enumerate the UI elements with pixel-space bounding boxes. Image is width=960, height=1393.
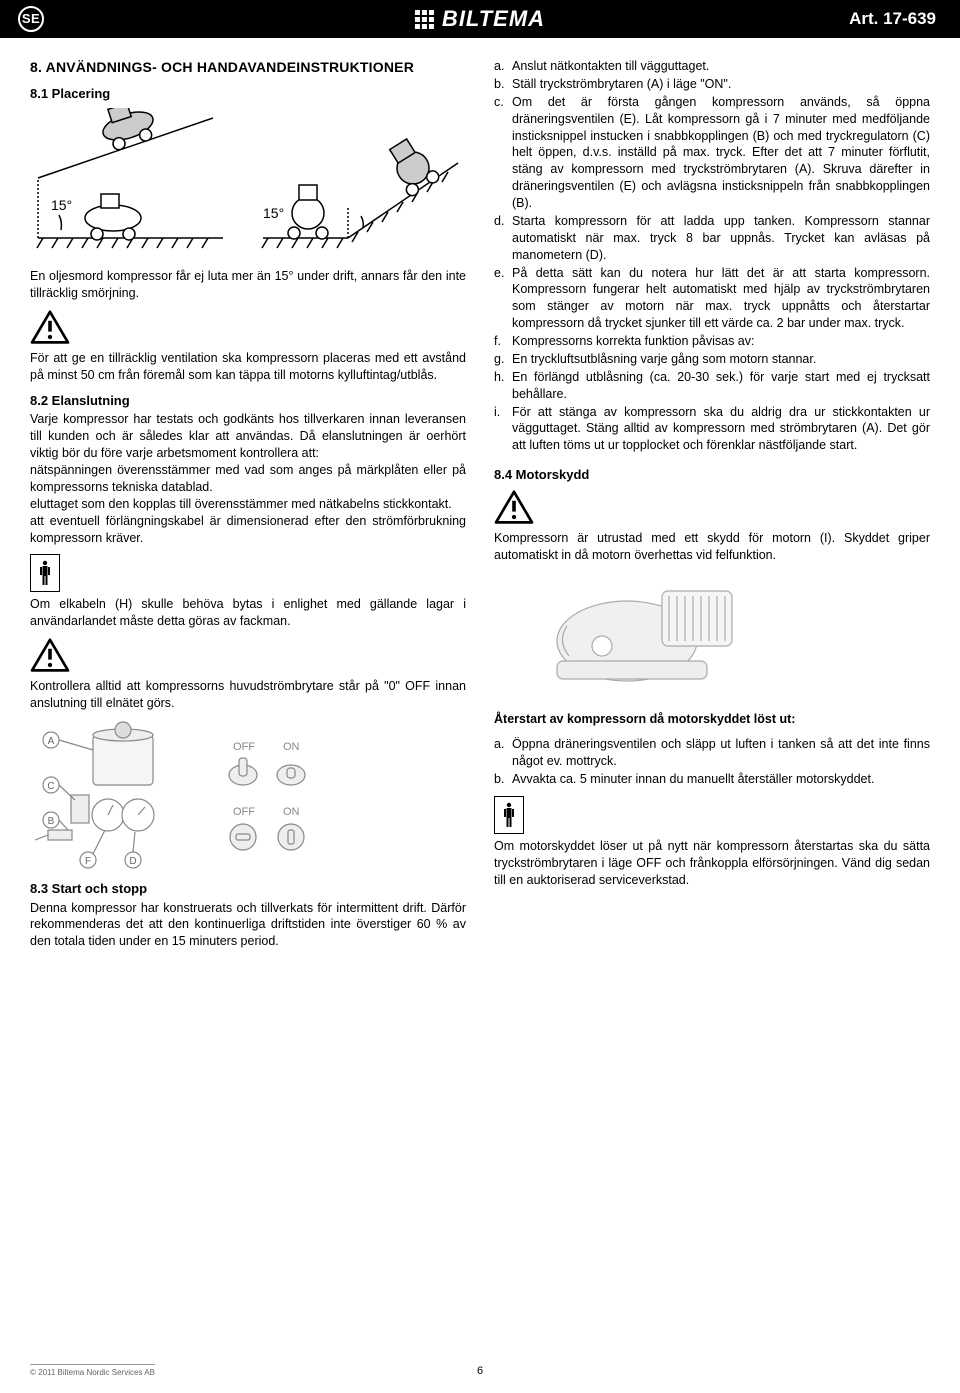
- svg-text:ON: ON: [283, 806, 300, 818]
- s81-p1: En oljesmord kompressor får ej luta mer …: [30, 268, 466, 302]
- warning-icon: [30, 310, 70, 346]
- s82-p6: Kontrollera alltid att kompressorns huvu…: [30, 678, 466, 712]
- s82-p4: att eventuell förlängningskabel är dimen…: [30, 513, 466, 547]
- svg-text:C: C: [47, 781, 54, 792]
- page-footer: © 2011 Biltema Nordic Services AB 6: [30, 1364, 930, 1379]
- motor-figure: [494, 571, 930, 701]
- article-number: Art. 17-639: [849, 0, 936, 38]
- restart-title: Återstart av kompressorn då motorskyddet…: [494, 711, 930, 728]
- warning-icon: [30, 638, 70, 674]
- technician-icon: [30, 554, 60, 592]
- left-column: 8. ANVÄNDNINGS- OCH HANDAVANDEINSTRUKTIO…: [30, 58, 466, 958]
- svg-text:15°: 15°: [263, 205, 284, 221]
- startup-procedure-list: a.Anslut nätkontakten till vägguttaget. …: [494, 58, 930, 454]
- svg-text:D: D: [129, 856, 136, 867]
- footer-copyright: © 2011 Biltema Nordic Services AB: [30, 1364, 155, 1379]
- footer-page-number: 6: [477, 1364, 483, 1379]
- section-8-2-title: 8.2 Elanslutning: [30, 392, 466, 410]
- switch-figure: A C B F D OFF ON: [30, 720, 466, 870]
- brand-dots-icon: [415, 10, 434, 29]
- brand-text: BILTEMA: [442, 4, 545, 34]
- svg-text:B: B: [48, 816, 55, 827]
- s82-p2: nätspänningen överensstämmer med vad som…: [30, 462, 466, 496]
- s83-p1: Denna kompressor har konstruerats och ti…: [30, 900, 466, 951]
- technician-icon: [494, 796, 524, 834]
- s84-p1: Kompressorn är utrustad med ett skydd fö…: [494, 530, 930, 564]
- svg-text:15°: 15°: [51, 197, 72, 213]
- svg-text:A: A: [48, 736, 55, 747]
- restart-procedure-list: a.Öppna dräneringsventilen och släpp ut …: [494, 736, 930, 788]
- lang-badge: SE: [18, 6, 44, 32]
- placement-figure: 15°: [30, 108, 466, 258]
- header-bar: SE BILTEMA Art. 17-639: [0, 0, 960, 38]
- section-8-1-title: 8.1 Placering: [30, 85, 466, 103]
- svg-text:F: F: [85, 856, 91, 867]
- section-8-3-title: 8.3 Start och stopp: [30, 880, 466, 898]
- section-8-title: 8. ANVÄNDNINGS- OCH HANDAVANDEINSTRUKTIO…: [30, 58, 466, 77]
- right-column: a.Anslut nätkontakten till vägguttaget. …: [494, 58, 930, 958]
- s84-p2: Om motorskyddet löser ut på nytt när kom…: [494, 838, 930, 889]
- svg-text:OFF: OFF: [233, 741, 255, 753]
- warning-icon: [494, 490, 534, 526]
- s82-p1: Varje kompressor har testats och godkänt…: [30, 411, 466, 462]
- svg-text:OFF: OFF: [233, 806, 255, 818]
- s82-p5: Om elkabeln (H) skulle behöva bytas i en…: [30, 596, 466, 630]
- s82-p3: eluttaget som den kopplas till överensst…: [30, 496, 466, 513]
- section-8-4-title: 8.4 Motorskydd: [494, 466, 930, 484]
- s81-p2: För att ge en tillräcklig ventilation sk…: [30, 350, 466, 384]
- brand-logo: BILTEMA: [415, 4, 545, 34]
- svg-text:ON: ON: [283, 741, 300, 753]
